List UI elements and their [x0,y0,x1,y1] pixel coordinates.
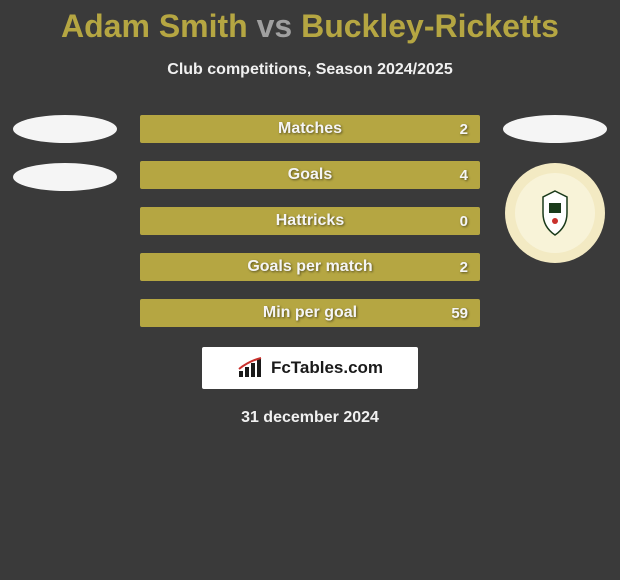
stat-row-matches: Matches 2 [140,115,480,143]
player2-column [500,115,610,263]
player2-badge [505,163,605,263]
comparison-section: Matches 2 Goals 4 Hattricks 0 Goals per … [0,115,620,327]
stat-label: Matches [140,120,480,138]
stat-row-goals: Goals 4 [140,161,480,189]
title-vs: vs [257,8,293,44]
stat-label: Goals [140,166,480,184]
stat-row-goals-per-match: Goals per match 2 [140,253,480,281]
player1-photo [13,115,117,143]
stat-right-value: 2 [448,121,468,138]
stat-label: Goals per match [140,258,480,276]
stat-right-value: 4 [448,167,468,184]
player2-photo [503,115,607,143]
stat-right-value: 2 [448,259,468,276]
player1-column [10,115,120,191]
stat-row-min-per-goal: Min per goal 59 [140,299,480,327]
stat-label: Min per goal [140,304,480,322]
logo-text: FcTables.com [271,358,383,378]
title-player2: Buckley-Ricketts [301,8,559,44]
stat-right-value: 0 [448,213,468,230]
date-text: 31 december 2024 [0,409,620,427]
title-player1: Adam Smith [61,8,248,44]
bar-chart-icon [237,357,265,379]
stat-label: Hattricks [140,212,480,230]
stats-bars: Matches 2 Goals 4 Hattricks 0 Goals per … [140,115,480,327]
stat-right-value: 59 [448,305,468,322]
fctables-logo[interactable]: FcTables.com [202,347,418,389]
stat-row-hattricks: Hattricks 0 [140,207,480,235]
club-crest-icon [525,183,585,243]
subtitle: Club competitions, Season 2024/2025 [0,61,620,79]
player1-badge [13,163,117,191]
page-title: Adam Smith vs Buckley-Ricketts [0,8,620,45]
